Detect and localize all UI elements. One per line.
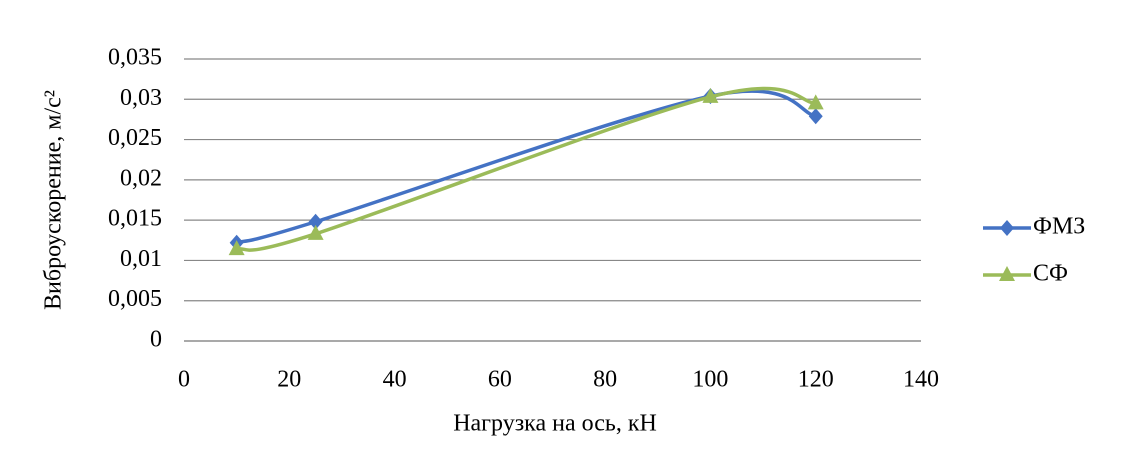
series-line	[236, 89, 817, 245]
y-tick-label: 0,025	[108, 125, 162, 151]
x-tick-label: 100	[692, 367, 728, 393]
y-tick-label: 0,01	[120, 246, 162, 272]
y-axis-label: Виброускорение, м/с²	[41, 90, 67, 310]
data-point	[308, 213, 323, 230]
x-tick-label: 0	[178, 367, 190, 393]
legend-marker	[1000, 220, 1014, 236]
y-tick-label: 0,03	[120, 85, 162, 111]
y-tick-label: 0	[150, 327, 162, 353]
x-tick-label: 120	[798, 367, 834, 393]
x-tick-label: 60	[488, 367, 512, 393]
y-tick-label: 0,005	[108, 286, 162, 312]
x-axis-label: Нагрузка на ось, кН	[453, 411, 657, 437]
y-tick-label: 0,02	[120, 165, 162, 191]
data-point	[307, 224, 324, 240]
legend-label: СФ	[1033, 261, 1068, 287]
series-line	[236, 86, 816, 252]
x-tick-label: 140	[903, 367, 939, 393]
x-tick-label: 40	[383, 367, 407, 393]
data-point	[228, 240, 245, 256]
y-tick-label: 0,015	[108, 206, 162, 232]
x-tick-label: 80	[593, 367, 617, 393]
x-tick-label: 20	[277, 367, 301, 393]
data-point	[702, 87, 719, 103]
data-point	[808, 108, 823, 125]
y-tick-label: 0,035	[108, 45, 162, 71]
legend-marker	[999, 266, 1015, 281]
data-point	[807, 94, 824, 110]
legend-label: ФМЗ	[1033, 214, 1085, 240]
